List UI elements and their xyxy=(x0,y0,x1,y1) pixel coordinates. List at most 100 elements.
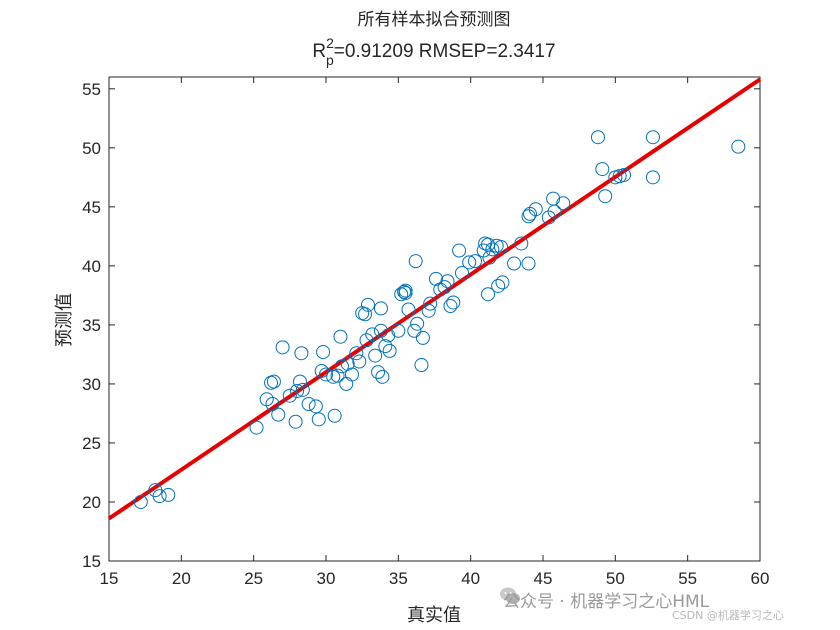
stats-text: =0.91209 RMSEP=2.3417 xyxy=(334,41,556,62)
data-point xyxy=(373,323,388,338)
data-point xyxy=(152,489,167,504)
y-tick-label: 40 xyxy=(82,257,101,276)
data-point xyxy=(271,407,286,422)
x-tick-label: 25 xyxy=(244,569,263,588)
data-point xyxy=(330,368,345,383)
wechat-icon xyxy=(500,587,520,604)
data-point xyxy=(433,282,448,297)
data-point xyxy=(319,367,333,382)
data-point xyxy=(375,369,390,384)
data-point xyxy=(381,328,396,343)
y-tick-label: 25 xyxy=(82,434,101,453)
data-point xyxy=(446,295,461,310)
data-point xyxy=(282,388,297,403)
x-axis-label: 真实值 xyxy=(407,605,461,626)
data-point xyxy=(359,333,374,348)
data-point xyxy=(398,286,413,301)
data-point xyxy=(371,365,386,380)
data-point xyxy=(249,420,264,435)
data-point xyxy=(295,382,310,397)
data-point xyxy=(454,265,469,280)
y-tick-label: 50 xyxy=(82,139,101,158)
data-point xyxy=(266,374,281,389)
r-squared-superscript: 2 xyxy=(326,35,334,51)
data-point xyxy=(316,345,331,360)
data-point xyxy=(495,275,510,290)
y-axis-label: 预测值 xyxy=(54,293,75,347)
r-squared-symbol: R xyxy=(312,41,326,62)
data-point xyxy=(349,346,364,361)
watermark-text: 公众号 · 机器学习之心HML xyxy=(503,592,710,612)
data-point xyxy=(288,414,303,429)
plot-area: 15 20 25 30 35 40 45 50 55 60 15 20 25 30 35 40 45 50 55 xyxy=(82,76,770,588)
data-point xyxy=(414,358,429,373)
data-point xyxy=(645,170,660,185)
data-point xyxy=(407,323,422,338)
y-tick-label: 30 xyxy=(82,375,101,394)
data-point xyxy=(340,356,355,371)
data-point xyxy=(161,487,176,502)
data-point xyxy=(514,236,529,251)
data-point xyxy=(462,255,477,270)
data-point xyxy=(410,316,425,331)
data-point xyxy=(731,139,746,154)
data-point xyxy=(452,243,467,258)
data-point xyxy=(397,284,412,299)
data-point xyxy=(521,209,536,224)
data-point xyxy=(507,256,522,271)
data-point xyxy=(595,162,610,177)
data-point xyxy=(521,256,536,271)
data-point xyxy=(489,238,504,253)
data-point xyxy=(423,296,438,311)
data-point xyxy=(617,167,632,182)
chart-stats-title: R2 p=0.91209 RMSEP=2.3417 xyxy=(312,35,555,68)
data-point xyxy=(259,392,274,407)
x-tick-label: 55 xyxy=(678,569,697,588)
watermark-source: CSDN @机器学习之心 xyxy=(672,609,784,622)
y-tick-label: 45 xyxy=(82,198,101,217)
y-tick-label: 15 xyxy=(82,552,101,571)
x-tick-label: 60 xyxy=(751,569,770,588)
data-point xyxy=(334,359,349,374)
r-squared-subscript: p xyxy=(326,52,334,68)
y-tick-label: 20 xyxy=(82,493,101,512)
data-point xyxy=(440,274,455,289)
data-point xyxy=(301,396,316,411)
data-point xyxy=(494,239,509,254)
data-point xyxy=(378,339,393,354)
y-tick-label: 55 xyxy=(82,80,101,99)
data-point xyxy=(528,202,543,217)
x-tick-label: 40 xyxy=(461,569,480,588)
data-point xyxy=(541,210,556,225)
data-point xyxy=(645,130,660,145)
data-point xyxy=(391,323,406,338)
x-tick-label: 20 xyxy=(172,569,191,588)
x-tick-label: 50 xyxy=(606,569,625,588)
data-point xyxy=(556,196,571,211)
data-point xyxy=(358,307,373,322)
chart-title: 所有样本拟合预测图 xyxy=(358,10,511,30)
data-point xyxy=(339,376,354,391)
data-point xyxy=(468,254,483,269)
data-point xyxy=(308,399,323,414)
data-point xyxy=(292,374,307,389)
plot-frame xyxy=(108,76,761,562)
y-tick-label: 35 xyxy=(82,316,101,335)
data-point xyxy=(443,299,458,314)
data-point xyxy=(415,330,430,345)
data-point xyxy=(314,363,329,378)
data-point xyxy=(275,340,290,355)
data-point xyxy=(382,343,397,358)
data-point xyxy=(590,130,605,145)
data-point xyxy=(352,354,367,369)
x-tick-label: 15 xyxy=(100,569,119,588)
data-point xyxy=(365,327,380,342)
data-point xyxy=(373,301,388,316)
data-point xyxy=(481,287,496,302)
data-point xyxy=(428,271,443,286)
data-point xyxy=(290,384,305,399)
data-point xyxy=(421,303,436,318)
data-point xyxy=(546,191,561,206)
data-point xyxy=(547,204,562,219)
